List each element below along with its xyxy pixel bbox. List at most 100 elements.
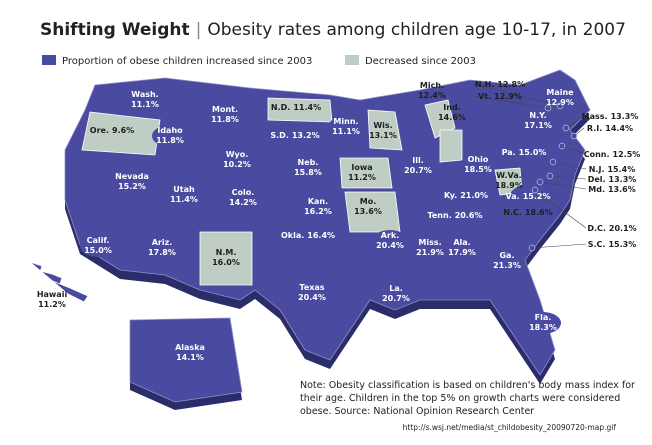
state-region [444,237,480,259]
state-region [81,111,161,156]
state-label: Wyo. 10.2% [223,150,251,169]
state-name: N.C. [503,208,522,217]
state-value: 20.4% [298,293,326,302]
state-name: Ky. [444,191,457,200]
separator: | [196,20,202,40]
leader-line [473,83,561,107]
state-value: 16.4% [307,231,335,240]
state-label: N.H. 12.8% [475,80,525,89]
state-value: 15.2% [523,192,551,201]
state-region [277,124,313,146]
state-name: Texas [299,283,324,292]
state-region [528,244,536,252]
state-label: Tenn. 20.6% [427,211,482,220]
state-value: 20.6% [455,211,483,220]
state-value: 11.2% [348,173,376,182]
state-region [225,187,261,209]
state-label: S.D. 13.2% [270,131,319,140]
state-name: Utah [173,185,195,194]
state-name: S.C. [588,240,606,249]
state-label: Idaho 11.8% [156,126,184,145]
state-label: La. 20.7% [382,284,410,303]
state-name: Conn. [584,150,610,159]
state-region [152,125,188,147]
state-label: Del. 13.3% [588,175,637,184]
state-value: 21.3% [493,261,521,270]
state-region [290,157,326,179]
leader-line [552,161,587,170]
state-region [562,124,570,132]
state-region [439,129,463,163]
state-name: Okla. [281,231,304,240]
state-region [290,224,326,246]
state-name: Md. [588,185,605,194]
state-name: Wyo. [226,150,249,159]
state-region [531,186,539,194]
state-value: 20.7% [382,294,410,303]
state-region [114,171,150,193]
state-region [367,109,403,151]
state-value: 12.9% [546,98,574,107]
state-regions [27,83,587,364]
state-region [166,184,202,206]
state-name: Ariz. [152,238,173,247]
state-name: R.I. [587,124,602,133]
state-name: Colo. [232,188,255,197]
state-label: Calif. 15.0% [84,236,112,255]
state-label: Ark. 20.4% [376,231,404,250]
state-value: 17.1% [524,121,552,130]
state-label: Ore. 9.6% [90,126,134,135]
state-region [424,99,456,139]
state-region [412,237,448,259]
state-name: Pa. [502,148,516,157]
state-region [328,116,364,138]
state-label: Miss. 21.9% [416,238,444,257]
state-label: Nevada 15.2% [115,172,149,191]
state-value: 15.8% [294,168,322,177]
state-value: 13.2% [292,131,320,140]
state-region [570,132,578,140]
state-name: N.Y. [529,111,546,120]
state-value: 18.9% [495,181,523,190]
state-name: Alaska [175,343,205,352]
state-label: Ala. 17.9% [448,238,476,257]
state-region [520,110,556,132]
state-label: N.M. 16.0% [212,248,240,267]
state-value: 15.0% [519,148,547,157]
state-value: 15.4% [607,165,635,174]
state-name: Minn. [333,117,358,126]
state-label: N.C. 18.6% [503,208,552,217]
state-value: 18.3% [529,323,557,332]
note-line: obese. Source: National Opinion Research… [300,406,534,417]
state-region [448,184,484,206]
state-label: Ind. 14.6% [438,103,466,122]
state-label: N.J. 15.4% [589,165,636,174]
state-name: Neb. [298,158,319,167]
state-label: Mont. 11.8% [211,105,239,124]
state-name: Mass. [582,112,608,121]
legend-label: Decreased since 2003 [365,56,476,67]
state-label: Hawaii 11.2% [37,290,68,309]
state-label: Colo. 14.2% [229,188,257,207]
state-region [378,283,414,305]
state-value: 20.1% [609,224,637,233]
state-name: Ore. [90,126,109,135]
state-region [294,282,330,304]
state-value: 18.6% [525,208,553,217]
state-value: 14.6% [438,113,466,122]
leader-line [565,115,585,129]
state-label: Ohio 18.5% [464,155,492,174]
state-value: 14.4% [605,124,633,133]
state-value: 13.3% [611,112,639,121]
state-value: 9.6% [112,126,134,135]
state-name: Wash. [131,90,158,99]
state-label: Ga. 21.3% [493,251,521,270]
legend-label: Proportion of obese children increased s… [62,56,312,67]
state-region [460,154,496,176]
state-region [339,157,393,189]
state-value: 11.4% [170,195,198,204]
state-value: 11.4% [293,103,321,112]
state-label: Minn. 11.1% [332,117,360,136]
state-region [549,158,557,166]
state-label: Kan. 16.2% [304,197,332,216]
